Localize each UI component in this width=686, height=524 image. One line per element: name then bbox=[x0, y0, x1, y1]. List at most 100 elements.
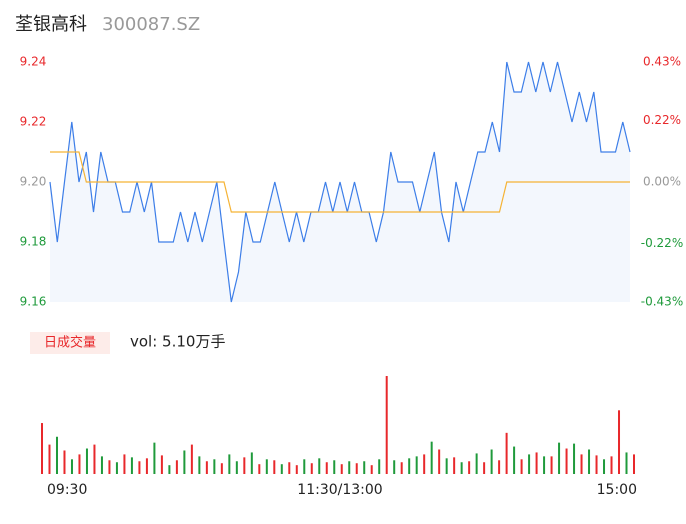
volume-bar bbox=[318, 458, 321, 474]
volume-bar bbox=[273, 460, 276, 474]
x-tick-label: 09:30 bbox=[47, 482, 87, 498]
volume-bar bbox=[348, 461, 351, 474]
volume-bar bbox=[610, 456, 613, 474]
volume-bar bbox=[265, 459, 268, 474]
volume-bar bbox=[355, 463, 358, 474]
volume-bar bbox=[588, 449, 591, 474]
volume-bar bbox=[543, 456, 546, 474]
price-line bbox=[49, 61, 631, 303]
x-tick-label: 15:00 bbox=[597, 482, 637, 498]
volume-bar bbox=[235, 461, 238, 474]
volume-bar bbox=[565, 448, 568, 474]
volume-bar bbox=[190, 444, 193, 474]
volume-bar bbox=[408, 458, 411, 474]
volume-bar bbox=[213, 459, 216, 474]
volume-bar bbox=[573, 443, 576, 474]
volume-bar bbox=[370, 465, 373, 474]
volume-bar bbox=[423, 454, 426, 474]
y-tick-label: 9.22 bbox=[20, 115, 47, 129]
volume-bar bbox=[520, 459, 523, 474]
volume-bar bbox=[310, 463, 313, 474]
volume-bar bbox=[130, 457, 133, 474]
volume-bar bbox=[550, 456, 553, 474]
volume-bar bbox=[55, 436, 58, 474]
volume-bar bbox=[303, 459, 306, 474]
volume-bar bbox=[363, 461, 366, 474]
volume-bar bbox=[385, 376, 388, 474]
volume-bar bbox=[580, 454, 583, 474]
volume-bar bbox=[108, 460, 111, 474]
y2-tick-label: -0.43% bbox=[641, 295, 683, 309]
volume-bar bbox=[145, 458, 148, 474]
volume-bar bbox=[258, 464, 261, 474]
volume-bar bbox=[490, 449, 493, 474]
y-tick-label: 9.18 bbox=[20, 235, 47, 249]
volume-bar bbox=[528, 454, 531, 474]
volume-bar bbox=[280, 464, 283, 474]
volume-bar bbox=[378, 459, 381, 474]
volume-bar bbox=[228, 454, 231, 474]
volume-bar bbox=[618, 410, 621, 474]
volume-bar bbox=[483, 462, 486, 474]
y2-tick-label: 0.43% bbox=[643, 55, 681, 69]
volume-bar bbox=[220, 463, 223, 474]
volume-bar bbox=[603, 459, 606, 474]
volume-bar bbox=[415, 456, 418, 474]
volume-total: vol: 5.10万手 bbox=[130, 333, 225, 351]
volume-bar bbox=[333, 460, 336, 474]
volume-bar bbox=[205, 461, 208, 474]
volume-bar bbox=[625, 452, 628, 474]
volume-bar bbox=[430, 441, 433, 474]
volume-bar bbox=[243, 457, 246, 474]
volume-bar bbox=[250, 452, 253, 474]
volume-bar bbox=[41, 423, 43, 474]
volume-bar bbox=[198, 456, 201, 474]
volume-bar bbox=[123, 454, 126, 474]
stock-code: 300087.SZ bbox=[102, 14, 200, 35]
volume-bar bbox=[633, 454, 635, 474]
volume-bar bbox=[595, 455, 598, 474]
volume-bar bbox=[453, 457, 456, 474]
x-tick-label: 11:30/13:00 bbox=[297, 482, 382, 498]
volume-bar bbox=[295, 465, 298, 474]
volume-bar bbox=[138, 461, 141, 474]
volume-bar bbox=[78, 454, 81, 474]
volume-label: 日成交量 bbox=[44, 335, 96, 351]
volume-bar bbox=[340, 464, 343, 474]
volume-bar bbox=[535, 452, 538, 474]
y-tick-label: 9.20 bbox=[20, 175, 47, 189]
y-tick-label: 9.24 bbox=[20, 55, 47, 69]
volume-bar bbox=[175, 460, 178, 474]
volume-bar bbox=[505, 432, 508, 474]
volume-bar bbox=[558, 442, 561, 474]
volume-bar bbox=[513, 446, 516, 474]
volume-label-box bbox=[30, 332, 110, 354]
y-tick-label: 9.16 bbox=[20, 295, 47, 309]
volume-bar bbox=[438, 449, 441, 474]
volume-bar bbox=[160, 455, 163, 474]
average-line bbox=[50, 151, 630, 213]
volume-bar bbox=[93, 444, 96, 474]
volume-bar bbox=[153, 442, 156, 474]
volume-bar bbox=[288, 462, 291, 474]
volume-bar bbox=[100, 456, 103, 474]
volume-bar bbox=[400, 462, 403, 474]
volume-bar bbox=[48, 444, 51, 474]
volume-bar bbox=[475, 453, 478, 474]
volume-bar bbox=[393, 460, 396, 474]
volume-bar bbox=[498, 460, 501, 474]
volume-bar bbox=[168, 465, 171, 474]
volume-bar bbox=[460, 462, 463, 474]
y2-tick-label: -0.22% bbox=[641, 236, 683, 250]
volume-bar bbox=[115, 462, 118, 474]
volume-bar bbox=[325, 462, 328, 474]
volume-bar bbox=[85, 448, 88, 474]
volume-bar bbox=[183, 450, 186, 474]
y2-tick-label: 0.00% bbox=[643, 175, 681, 189]
y2-tick-label: 0.22% bbox=[643, 113, 681, 127]
volume-bar bbox=[468, 461, 471, 474]
volume-bar bbox=[445, 458, 448, 474]
volume-bar bbox=[63, 450, 66, 474]
volume-bar bbox=[70, 459, 73, 474]
